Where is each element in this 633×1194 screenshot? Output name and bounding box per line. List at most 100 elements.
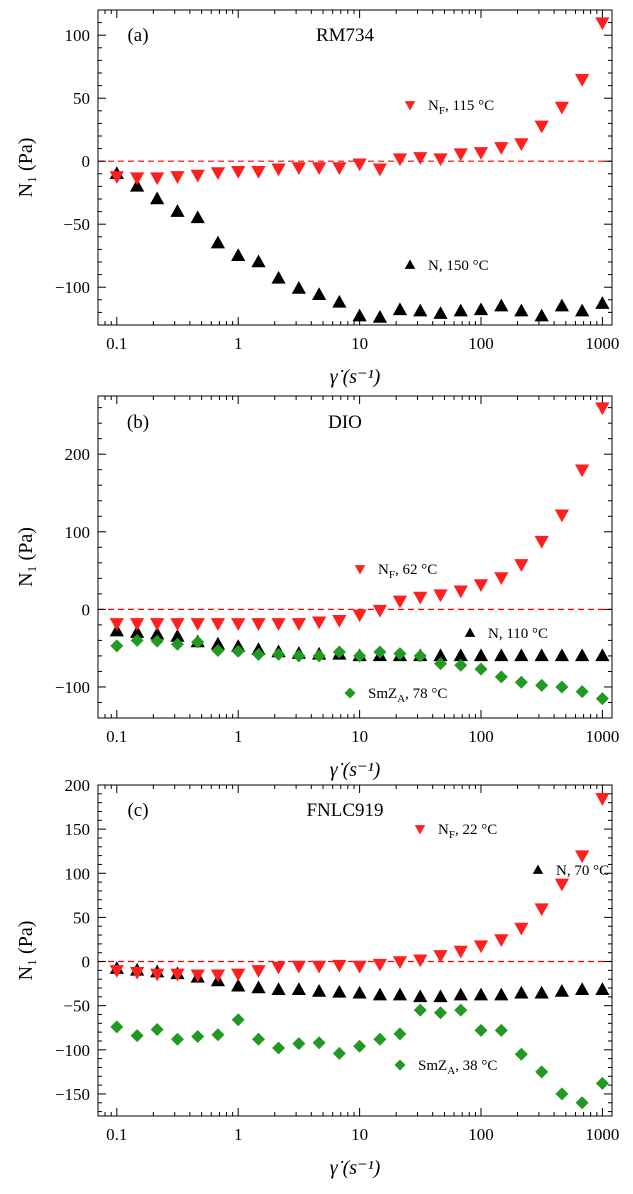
data-point [191,1030,205,1044]
data-point [595,17,610,31]
data-point [150,1022,164,1036]
data-point [554,298,570,312]
data-point [291,982,306,996]
data-point [130,633,144,647]
legend-marker [464,627,476,637]
data-point [453,585,468,599]
data-point [494,572,509,586]
data-point [392,987,408,1001]
data-point [170,1032,184,1046]
data-point [534,985,549,999]
legend-entry-NF: NF, 62 °C [354,562,437,581]
data-point [210,618,226,631]
data-point [210,235,226,249]
data-point [433,153,448,167]
legend-label: NF, 22 °C [438,822,497,841]
legend-entry-SmZA: SmZA, 78 °C [344,686,447,705]
panel-label: (a) [127,25,148,46]
data-point [494,648,509,662]
data-point [129,618,145,631]
x-tick-label: 1000 [585,727,619,746]
data-point [575,74,590,87]
data-point [514,985,529,999]
y-tick-label: 50 [73,89,90,108]
data-point [575,303,590,317]
data-point [352,960,367,974]
panel-label: (c) [127,800,148,821]
data-point [190,169,205,183]
legend-marker [414,825,426,835]
data-point [231,1013,245,1027]
data-point [453,648,468,662]
data-point [393,647,407,661]
data-point [252,647,266,661]
data-point [595,296,610,309]
legend-marker [354,565,366,575]
data-point [170,618,185,631]
legend-marker [344,687,356,699]
y-tick-label: 0 [82,953,91,972]
x-tick-label: 1 [234,334,243,353]
data-point [534,648,549,662]
series-NF [109,792,610,983]
data-point [453,303,468,317]
data-point [534,308,549,322]
data-point [272,1041,286,1055]
data-point [575,850,590,864]
data-point [170,637,184,651]
data-point [474,662,488,676]
data-point [413,591,428,605]
data-point [332,1046,346,1060]
data-point [311,616,327,630]
data-point [555,1087,569,1101]
data-point [554,878,570,892]
data-point [433,589,448,603]
data-point [271,961,286,975]
y-axis-title: N₁ (Pa) [15,921,37,981]
x-tick-label: 0.1 [106,727,127,746]
data-point [494,1023,508,1037]
legend-label: NF, 115 °C [428,98,494,117]
x-tick-label: 0.1 [106,1125,127,1144]
x-axis-title: γ̇ (s⁻¹) [330,366,381,388]
x-ticks [97,10,603,325]
data-point [595,692,609,706]
data-point [291,960,306,974]
plot-frame [97,784,613,1117]
data-point [129,172,145,186]
data-point [595,792,610,806]
data-point [150,172,165,186]
data-point [311,984,327,997]
data-point [595,982,610,996]
legend-entry-NF: NF, 115 °C [404,98,494,117]
data-point [453,987,468,1001]
data-point [514,138,529,152]
legend-label: N, 70 °C [556,863,609,879]
y-tick-label: 100 [65,523,91,542]
data-point [252,1032,266,1046]
chart-title: RM734 [316,25,375,46]
data-point [311,162,327,175]
legend-marker [404,101,416,111]
series-NF [109,402,610,631]
data-point [352,158,367,172]
data-point [110,1020,124,1034]
data-point [109,965,124,978]
data-point [353,1039,367,1053]
data-point [332,984,347,998]
data-point [291,280,306,294]
data-point [272,647,286,661]
data-point [311,960,327,974]
data-point [210,969,226,983]
data-point [473,302,489,316]
data-point [353,649,367,663]
data-point [473,987,489,1001]
data-point [473,147,489,160]
data-point [231,978,246,992]
data-point [150,634,164,648]
legend-marker [532,864,544,874]
x-tick-label: 10 [351,727,368,746]
data-point [433,648,448,662]
data-point [372,958,388,972]
data-point [494,934,509,947]
